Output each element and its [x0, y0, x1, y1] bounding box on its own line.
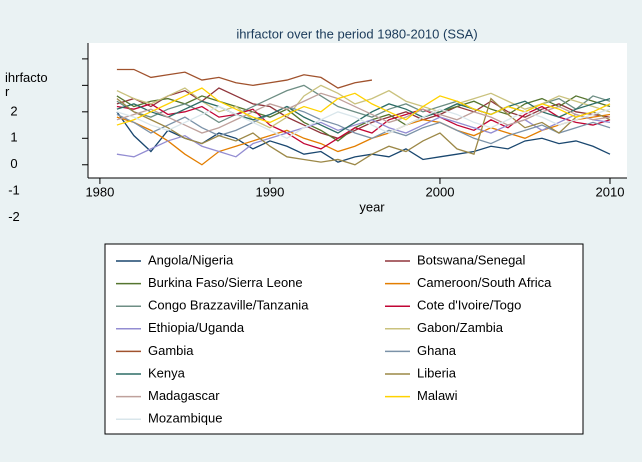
- legend: [104, 243, 584, 435]
- legend-label: Botswana/Senegal: [417, 252, 526, 267]
- legend-label: Ghana: [417, 343, 457, 358]
- chart-title: ihrfactor over the period 1980-2010 (SSA…: [236, 26, 477, 41]
- series-line: [116, 97, 611, 166]
- legend-label: Cote d'Ivoire/Togo: [417, 298, 521, 313]
- series-line: [116, 87, 611, 126]
- legend-label: Cameroon/South Africa: [417, 275, 552, 290]
- series-line: [116, 97, 611, 134]
- legend-label: Liberia: [417, 365, 457, 380]
- legend-label: Burkina Faso/Sierra Leone: [148, 275, 303, 290]
- x-tick-label: 2000: [426, 184, 455, 199]
- legend-label: Mozambique: [148, 411, 222, 426]
- series-line: [116, 113, 611, 166]
- legend-label: Malawi: [417, 388, 458, 403]
- legend-label: Madagascar: [148, 388, 220, 403]
- series-line: [116, 84, 611, 129]
- legend-label: Gabon/Zambia: [417, 320, 504, 335]
- y-axis-label: ihrfactor: [5, 70, 48, 99]
- x-tick-label: 1990: [255, 184, 284, 199]
- series-line: [116, 105, 611, 145]
- x-axis-label: year: [359, 199, 385, 214]
- y-tick-label: -1: [8, 183, 20, 198]
- legend-label: Congo Brazzaville/Tanzania: [148, 298, 309, 313]
- legend-label: Gambia: [148, 343, 194, 358]
- series-line: [116, 68, 373, 89]
- legend-label: Ethiopia/Uganda: [148, 320, 245, 335]
- y-tick-label: 2: [10, 103, 17, 118]
- series-line: [116, 92, 611, 134]
- legend-label: Angola/Nigeria: [148, 252, 234, 267]
- series-line: [116, 113, 611, 158]
- y-tick-label: 0: [10, 156, 17, 171]
- legend-label: Kenya: [148, 365, 186, 380]
- series-line: [116, 105, 611, 140]
- x-tick-label: 1980: [85, 184, 114, 199]
- y-tick-label: 1: [10, 130, 17, 145]
- x-tick-label: 2010: [596, 184, 625, 199]
- plot-area: [88, 43, 627, 178]
- y-tick-label: -2: [8, 209, 20, 224]
